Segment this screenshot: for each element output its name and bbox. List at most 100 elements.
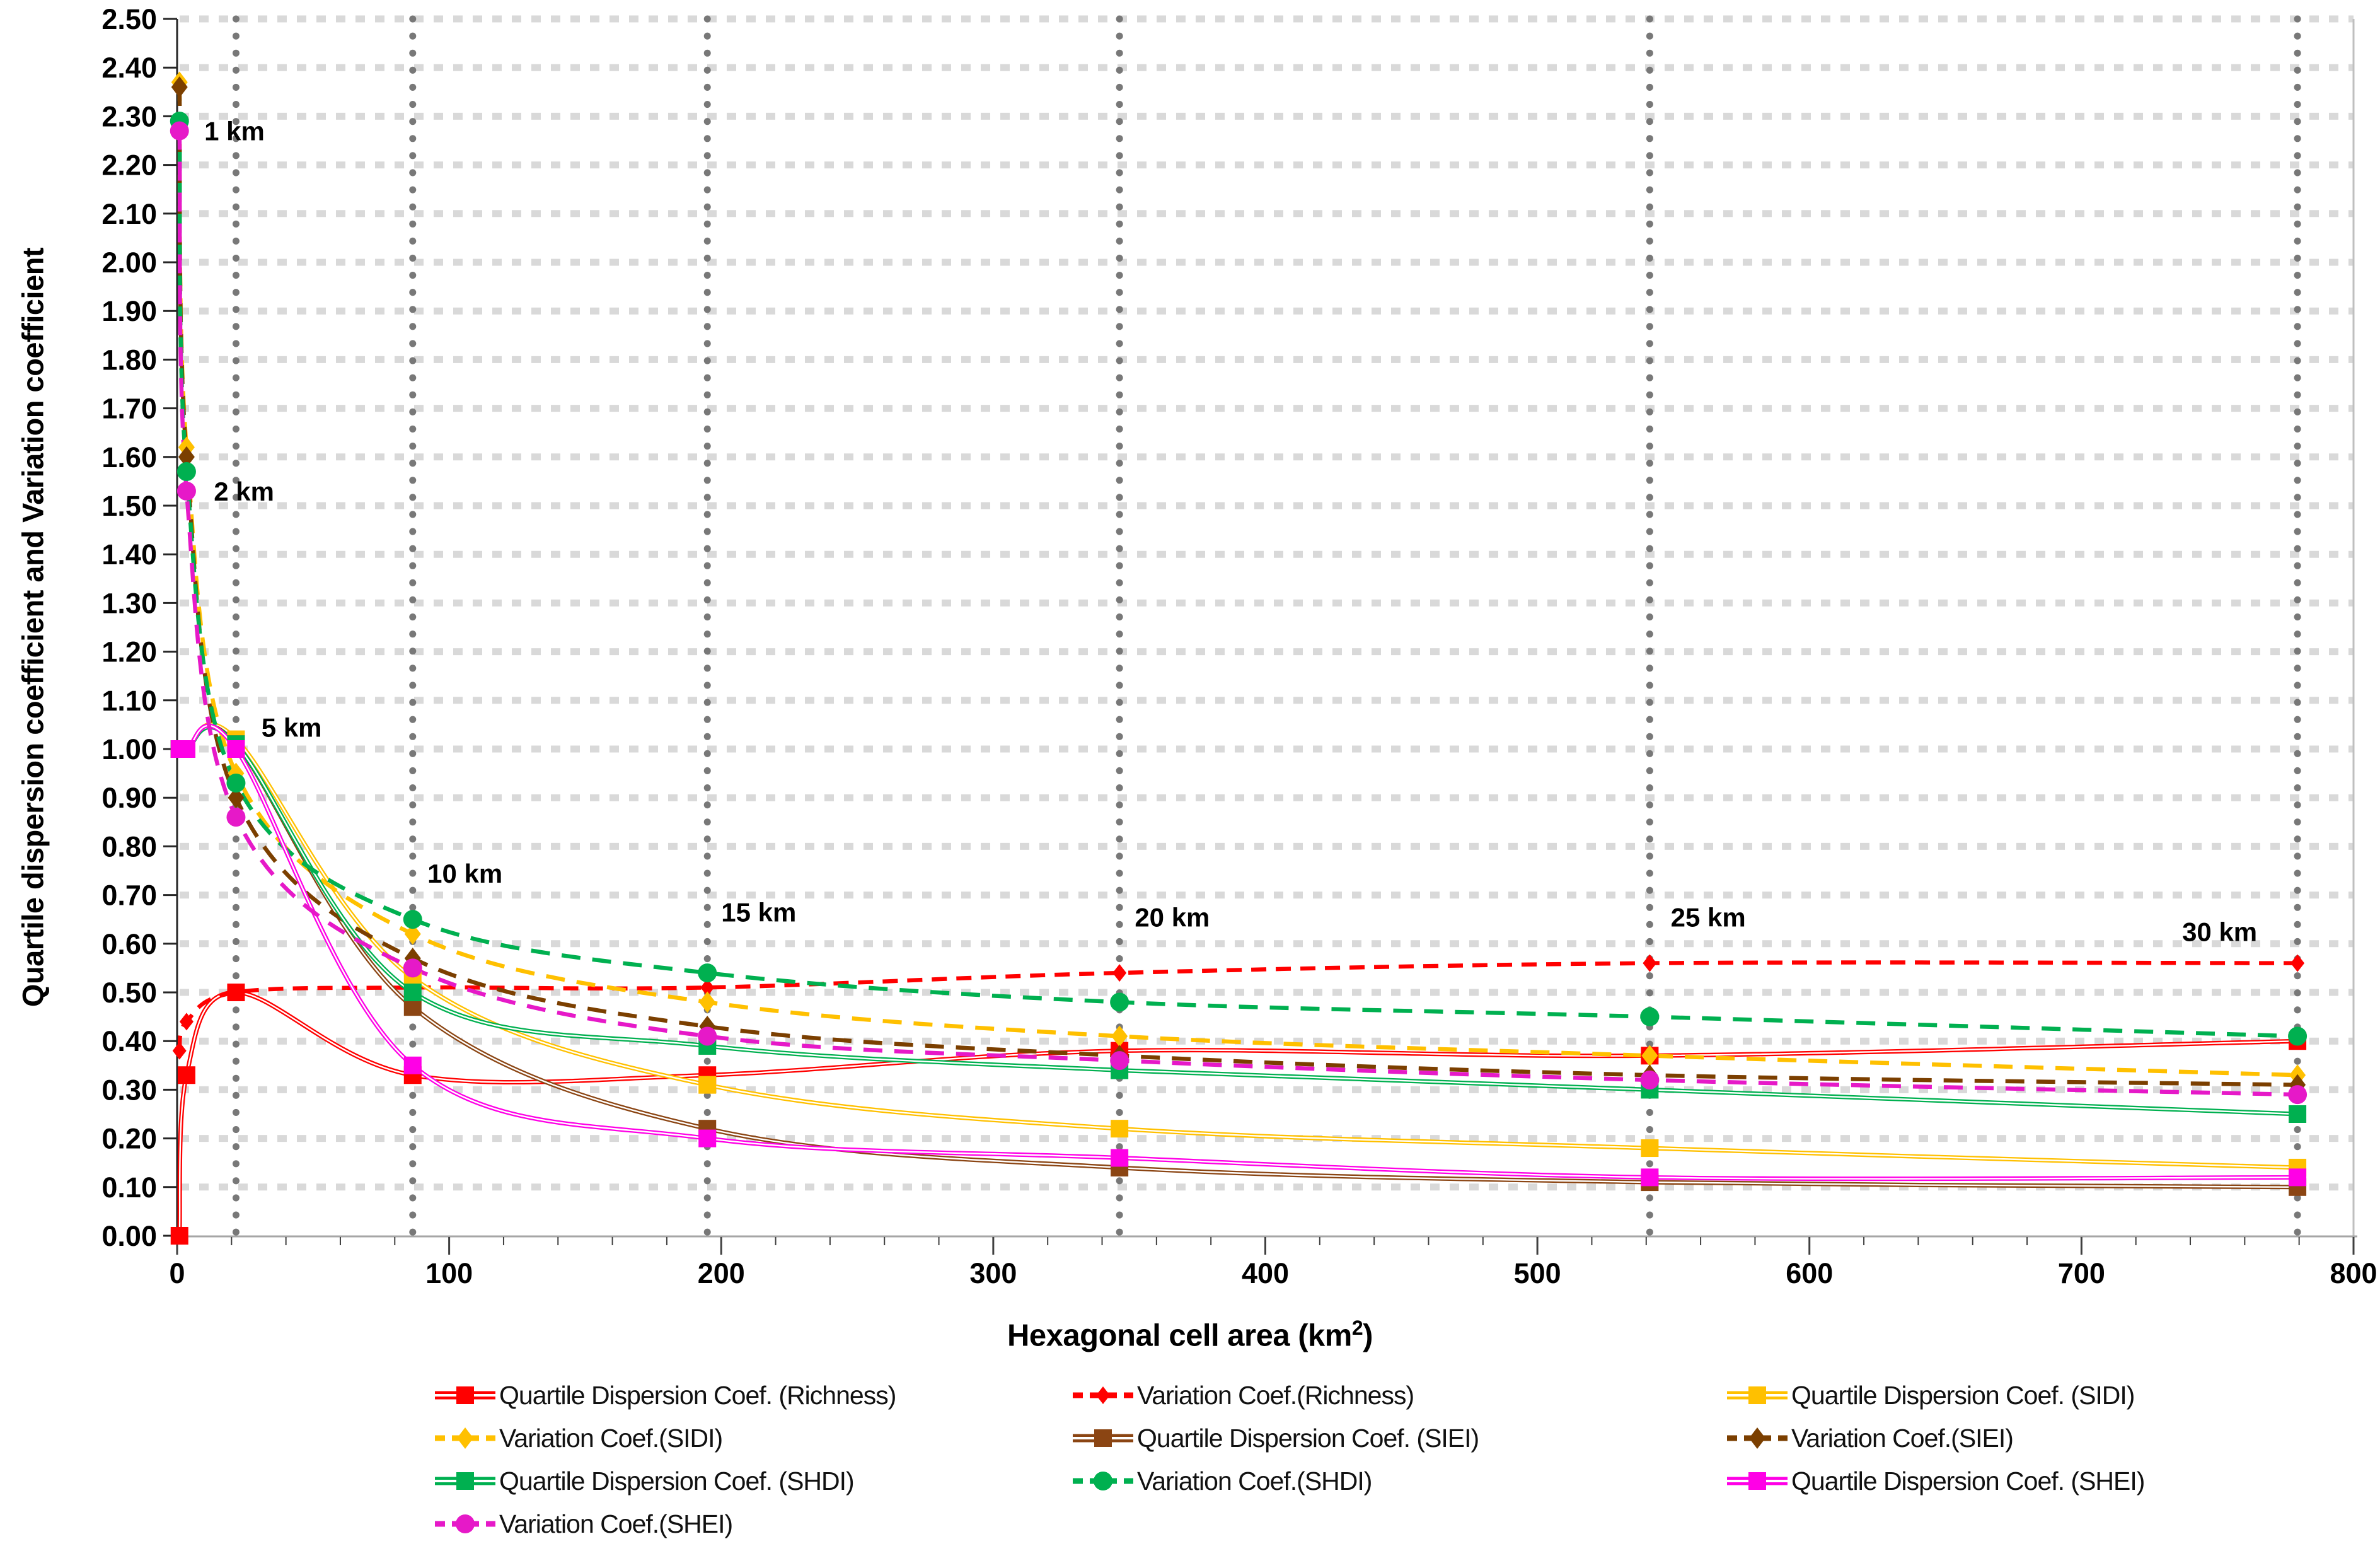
- series-line-3[interactable]: [177, 82, 2298, 1078]
- y-tick-label: 2.50: [101, 3, 157, 35]
- series-marker-7: [1110, 992, 1129, 1012]
- series-marker-2: [1111, 1120, 1129, 1138]
- legend-swatch: [1073, 1429, 1133, 1447]
- series-marker-2: [1641, 1139, 1659, 1158]
- legend-swatch: [435, 1386, 495, 1404]
- x-tick-label: 800: [2330, 1257, 2377, 1289]
- x-tick-label: 600: [1786, 1257, 1833, 1289]
- km-annotation: 5 km: [262, 712, 322, 742]
- x-tick-label: 500: [1514, 1257, 1561, 1289]
- legend-label: Quartile Dispersion Coef. (SIDI): [1791, 1380, 2135, 1410]
- series-line-6[interactable]: [177, 724, 2298, 1117]
- legend-label: Variation Coef.(SIDI): [499, 1423, 723, 1453]
- x-tick-label: 300: [969, 1257, 1017, 1289]
- y-tick-label: 0.70: [101, 880, 157, 912]
- y-tick-label: 2.30: [101, 100, 157, 132]
- series-marker-3: [1641, 1045, 1658, 1067]
- km-annotation: 1 km: [204, 117, 265, 146]
- legend-swatch: [435, 1472, 495, 1490]
- y-tick-label: 1.10: [101, 685, 157, 717]
- series-marker-8: [698, 1129, 717, 1147]
- series-line-7[interactable]: [177, 121, 2298, 1038]
- series-marker-7: [1640, 1007, 1660, 1026]
- km-annotation: 15 km: [721, 898, 796, 927]
- y-tick-label: 1.00: [101, 733, 157, 765]
- legend-swatch: [435, 1514, 495, 1533]
- series-marker-9: [2288, 1085, 2308, 1105]
- km-annotation: 20 km: [1135, 902, 1210, 932]
- legend-swatch: [1073, 1386, 1133, 1404]
- series-marker-8: [177, 740, 195, 758]
- legend-item[interactable]: Quartile Dispersion Coef. (SIEI): [1072, 1421, 1479, 1455]
- y-tick-label: 0.60: [101, 928, 157, 960]
- series-marker-9: [176, 481, 196, 501]
- series-marker-1: [172, 1042, 187, 1060]
- legend-item[interactable]: Variation Coef.(SHEI): [434, 1507, 733, 1541]
- series-marker-1: [1643, 954, 1657, 972]
- y-tick-label: 0.50: [101, 977, 157, 1009]
- series-line-1[interactable]: [177, 960, 2298, 1052]
- legend-item[interactable]: Quartile Dispersion Coef. (SIDI): [1726, 1378, 2135, 1412]
- x-axis-title-superscript: 2: [1351, 1316, 1363, 1339]
- legend-item[interactable]: Quartile Dispersion Coef. (SHDI): [434, 1464, 855, 1498]
- y-tick-label: 0.10: [101, 1171, 157, 1204]
- x-axis-title-text: Hexagonal cell area (km: [1007, 1318, 1352, 1353]
- km-annotation: 30 km: [2182, 917, 2257, 947]
- series-marker-9: [226, 808, 246, 827]
- series-line-8[interactable]: [177, 723, 2298, 1182]
- km-annotation: 10 km: [427, 859, 502, 888]
- x-tick-label: 0: [169, 1257, 185, 1289]
- x-axis-title-suffix: ): [1363, 1318, 1373, 1353]
- legend-label: Quartile Dispersion Coef. (Richness): [499, 1380, 896, 1410]
- x-tick-label: 700: [2058, 1257, 2105, 1289]
- y-tick-label: 1.80: [101, 344, 157, 376]
- series-marker-3: [699, 991, 716, 1013]
- y-tick-label: 2.00: [101, 247, 157, 279]
- series-marker-1: [1112, 964, 1127, 982]
- series-line-5[interactable]: [177, 87, 2298, 1087]
- legend-swatch: [1727, 1386, 1788, 1404]
- legend-item[interactable]: Variation Coef.(SIEI): [1726, 1421, 2014, 1455]
- legend-item[interactable]: Quartile Dispersion Coef. (Richness): [434, 1378, 896, 1412]
- y-tick-label: 0.00: [101, 1220, 157, 1252]
- legend-item[interactable]: Quartile Dispersion Coef. (SHEI): [1726, 1464, 2145, 1498]
- series-marker-8: [227, 740, 245, 758]
- legend-item[interactable]: Variation Coef.(Richness): [1072, 1378, 1414, 1412]
- series-marker-8: [2289, 1168, 2307, 1187]
- y-tick-label: 1.90: [101, 295, 157, 327]
- legend-swatch: [435, 1427, 495, 1449]
- series-marker-6: [2289, 1105, 2307, 1123]
- legend-item[interactable]: Variation Coef.(SIDI): [434, 1421, 723, 1455]
- series-line-0[interactable]: [177, 990, 2298, 1236]
- y-tick-label: 2.20: [101, 149, 157, 182]
- series-marker-7: [403, 910, 422, 929]
- x-tick-label: 200: [698, 1257, 745, 1289]
- y-tick-label: 1.40: [101, 538, 157, 571]
- x-axis-title: Hexagonal cell area (km2): [0, 1316, 2380, 1353]
- legend-item[interactable]: Variation Coef.(SHDI): [1072, 1464, 1372, 1498]
- series-line-9[interactable]: [177, 131, 2298, 1097]
- series-marker-8: [403, 1056, 422, 1074]
- y-tick-label: 0.30: [101, 1074, 157, 1106]
- y-tick-label: 1.50: [101, 490, 157, 522]
- series-marker-9: [403, 958, 422, 978]
- series-marker-9: [1110, 1051, 1129, 1071]
- series-marker-1: [700, 979, 715, 997]
- legend-swatch: [1727, 1472, 1788, 1490]
- y-tick-label: 1.60: [101, 441, 157, 473]
- legend-label: Variation Coef.(SHEI): [499, 1509, 733, 1538]
- series-marker-9: [170, 121, 189, 141]
- series-marker-3: [1111, 1025, 1128, 1047]
- y-tick-label: 0.40: [101, 1025, 157, 1057]
- y-axis-title: Quartile dispersion coefficient and Vari…: [16, 247, 50, 1008]
- legend-label: Quartile Dispersion Coef. (SIEI): [1137, 1423, 1479, 1453]
- series-line-core-6: [178, 726, 2298, 1115]
- series-marker-9: [698, 1026, 717, 1046]
- y-tick-label: 1.70: [101, 393, 157, 425]
- x-tick-label: 100: [425, 1257, 473, 1289]
- series-marker-5: [171, 76, 188, 98]
- km-annotation: 2 km: [214, 477, 274, 506]
- series-marker-5: [228, 787, 245, 809]
